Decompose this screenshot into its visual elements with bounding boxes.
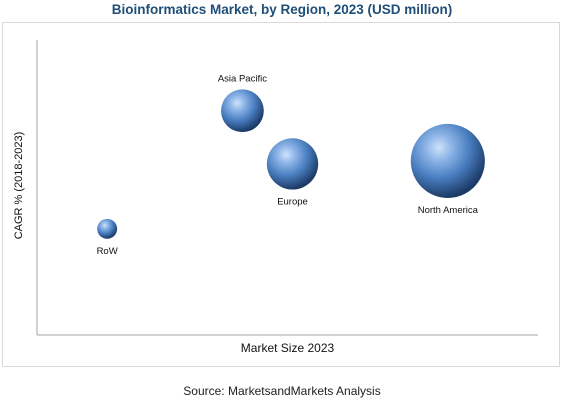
- bubble-label-north-america: North America: [418, 205, 479, 216]
- bubble-row: [97, 218, 118, 239]
- bubble-europe: [266, 138, 319, 190]
- bubble-north-america: [410, 123, 485, 198]
- x-axis-label: Market Size 2023: [241, 341, 335, 355]
- chart-frame: [2, 22, 560, 367]
- source-note: Source: MarketsandMarkets Analysis: [183, 384, 381, 398]
- bubble-label-row: RoW: [97, 246, 118, 257]
- bubble-asia-pacific: [221, 89, 264, 133]
- bubble-label-asia-pacific: Asia Pacific: [218, 73, 267, 84]
- bubble-label-europe: Europe: [277, 197, 308, 208]
- y-axis-label: CAGR % (2018-2023): [13, 132, 25, 240]
- chart-title: Bioinformatics Market, by Region, 2023 (…: [111, 2, 453, 17]
